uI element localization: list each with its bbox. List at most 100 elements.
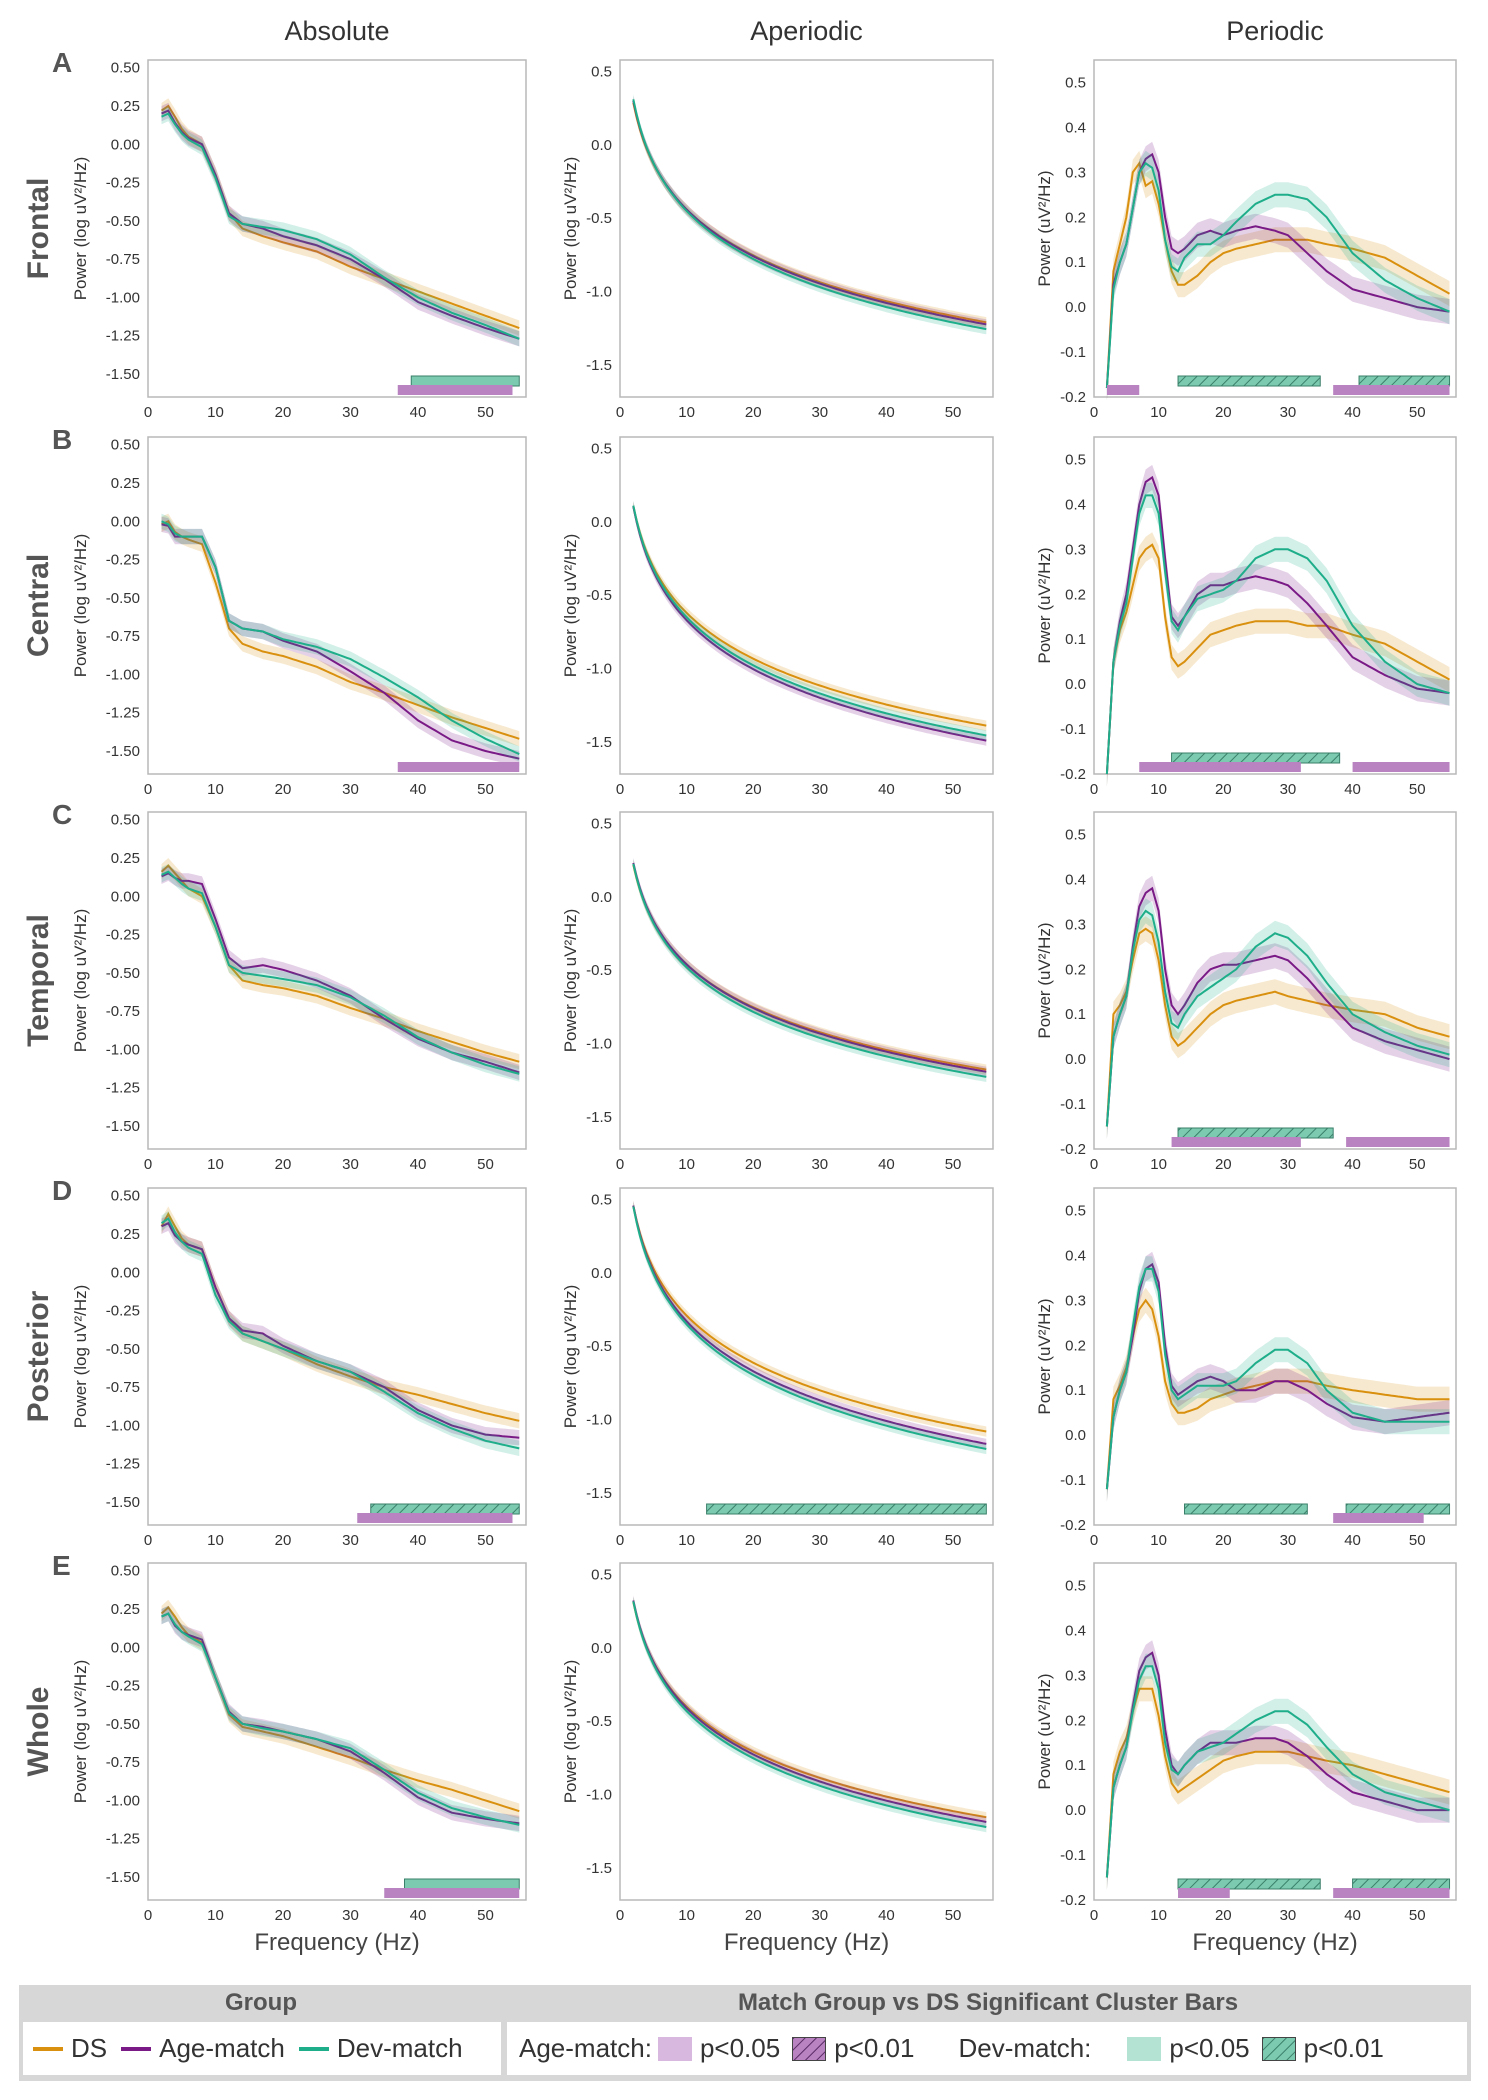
y-tick-label: -0.75: [106, 628, 140, 645]
y-tick-label: 0.4: [1065, 1247, 1086, 1264]
legend-group-title: Group: [225, 1989, 297, 2016]
x-axis-label: Frequency (Hz): [1192, 1929, 1357, 1956]
panel-frontal-abs: 0.50 0.25 0.00 -0.25 -0.50 -0.75 -1.00 -1.25 -1.…: [71, 59, 527, 421]
panel-temporal-per: 0.5 0.4 0.3 0.2 0.1 0.0 -0.1 -0.20 10 20 30 40 50 Pow…: [1035, 811, 1457, 1173]
panel-whole-abs: 0.50 0.25 0.00 -0.25 -0.50 -0.75 -1.00 -1.25 -1.…: [71, 1562, 527, 1956]
swatch-age-p05: [657, 2036, 692, 2061]
cluster-bar-age-match: [397, 762, 520, 772]
row-letter-A: A: [52, 47, 72, 78]
y-tick-label: -0.25: [106, 552, 140, 569]
cluster-bar-dev-match: [370, 1503, 520, 1515]
cluster-bar-dev-match: [1177, 1878, 1321, 1890]
y-tick-label: -0.2: [1060, 1517, 1086, 1534]
y-tick-label: -0.50: [106, 1341, 140, 1358]
ci-band-dev-match: [161, 1605, 520, 1833]
x-tick-label: 40: [1344, 1907, 1361, 1924]
series-line-dev-match: [1105, 494, 1450, 775]
y-axis-label: Power (log uV²/Hz): [561, 1285, 580, 1429]
cluster-bar-age-match: [1171, 1137, 1301, 1147]
y-axis-label: Power (log uV²/Hz): [71, 1660, 90, 1804]
x-tick-label: 10: [207, 781, 224, 798]
x-tick-label: 30: [1280, 404, 1297, 421]
x-tick-label: 30: [342, 1532, 359, 1549]
x-tick-label: 10: [1150, 1156, 1167, 1173]
panel-whole-per: 0.5 0.4 0.3 0.2 0.1 0.0 -0.1 -0.20 10 20 30 40 50 Pow…: [1035, 1562, 1457, 1956]
cluster-bar-age-match: [1106, 385, 1140, 395]
ci-band-age-match: [633, 1200, 987, 1449]
row-letter-D: D: [52, 1175, 72, 1206]
legend-label-ds: DS: [71, 2033, 108, 2063]
series-line-age-match: [632, 862, 987, 1073]
x-tick-label: 40: [410, 404, 427, 421]
y-tick-label: -1.00: [106, 1041, 140, 1058]
series-line-ds: [1105, 1687, 1450, 1878]
x-tick-label: 50: [1409, 781, 1426, 798]
panel-central-per: 0.5 0.4 0.3 0.2 0.1 0.0 -0.1 -0.20 10 20 30 40 50 Pow…: [1035, 436, 1457, 798]
x-tick-label: 20: [745, 1907, 762, 1924]
x-tick-label: 40: [878, 1907, 895, 1924]
ci-band-age-match: [161, 865, 520, 1081]
x-tick-label: 10: [678, 1532, 695, 1549]
y-tick-label: 0.50: [111, 437, 140, 454]
x-tick-label: 20: [745, 1156, 762, 1173]
legend-age-label: Age-match:: [519, 2033, 652, 2063]
x-tick-label: 30: [811, 1907, 828, 1924]
y-tick-label: -0.2: [1060, 766, 1086, 783]
cluster-bar-age-match: [357, 1513, 513, 1523]
x-tick-label: 40: [1344, 781, 1361, 798]
x-tick-label: 30: [811, 404, 828, 421]
x-tick-label: 10: [1150, 1532, 1167, 1549]
x-tick-label: 20: [1215, 1532, 1232, 1549]
ci-band-ds: [633, 859, 987, 1075]
y-axis-label: Power (uV²/Hz): [1035, 1673, 1054, 1789]
x-tick-label: 0: [616, 1532, 624, 1549]
y-tick-label: 0.1: [1065, 254, 1086, 271]
x-tick-label: 30: [342, 1156, 359, 1173]
y-tick-label: 0.1: [1065, 1382, 1086, 1399]
series-line-dev-match: [632, 99, 987, 331]
panel-frame: [619, 436, 994, 775]
y-tick-label: 0.00: [111, 136, 140, 153]
panel-temporal-ape: 0.5 0.0 -0.5 -1.0 -1.5 0 10 20 30 40 50 Power (log …: [561, 811, 994, 1173]
ci-band-dev-match: [1106, 898, 1450, 1140]
x-tick-label: 30: [811, 1156, 828, 1173]
y-tick-label: -1.50: [106, 1494, 140, 1511]
y-tick-label: 0.25: [111, 850, 140, 867]
cluster-bar-dev-match: [1177, 1127, 1334, 1139]
row-label-posterior: Posterior: [22, 1290, 55, 1422]
y-tick-label: 0.1: [1065, 631, 1086, 648]
y-tick-label: -0.1: [1060, 1472, 1086, 1489]
x-tick-label: 20: [745, 1532, 762, 1549]
y-tick-label: 0.0: [1065, 299, 1086, 316]
y-tick-label: 0.0: [591, 889, 612, 906]
legend-age-p01: p<0.01: [834, 2033, 915, 2063]
y-tick-label: 0.3: [1065, 1667, 1086, 1684]
x-tick-label: 0: [616, 404, 624, 421]
swatch-dev-p05: [1127, 2036, 1162, 2061]
x-tick-label: 50: [1409, 404, 1426, 421]
x-tick-label: 0: [144, 404, 152, 421]
ci-band-age-match: [633, 501, 987, 746]
cluster-bar-age-match: [384, 1888, 520, 1898]
cluster-bar-dev-match: [1184, 1503, 1308, 1515]
ci-band-age-match: [161, 516, 520, 767]
legend-label-age: Age-match: [159, 2033, 285, 2063]
y-tick-label: 0.0: [1065, 676, 1086, 693]
y-tick-label: 0.4: [1065, 871, 1086, 888]
x-tick-label: 20: [275, 1907, 292, 1924]
y-tick-label: 0.2: [1065, 586, 1086, 603]
ci-band-dev-match: [1106, 482, 1450, 787]
x-tick-label: 30: [342, 404, 359, 421]
x-tick-label: 10: [1150, 1907, 1167, 1924]
y-tick-label: -0.1: [1060, 1847, 1086, 1864]
series-line-dev-match: [1105, 909, 1450, 1127]
legend-label-dev: Dev-match: [336, 2033, 463, 2063]
row-letter-B: B: [52, 424, 72, 455]
swatch-age-p01: [792, 2036, 827, 2061]
x-tick-label: 40: [410, 781, 427, 798]
x-tick-label: 10: [207, 1532, 224, 1549]
panel-central-abs: 0.50 0.25 0.00 -0.25 -0.50 -0.75 -1.00 -1.25 -1.…: [71, 436, 527, 798]
ci-band-ds: [633, 97, 987, 328]
legend: Group Match Group vs DS Significant Clus…: [19, 1985, 1471, 2081]
y-tick-label: 0.00: [111, 888, 140, 905]
